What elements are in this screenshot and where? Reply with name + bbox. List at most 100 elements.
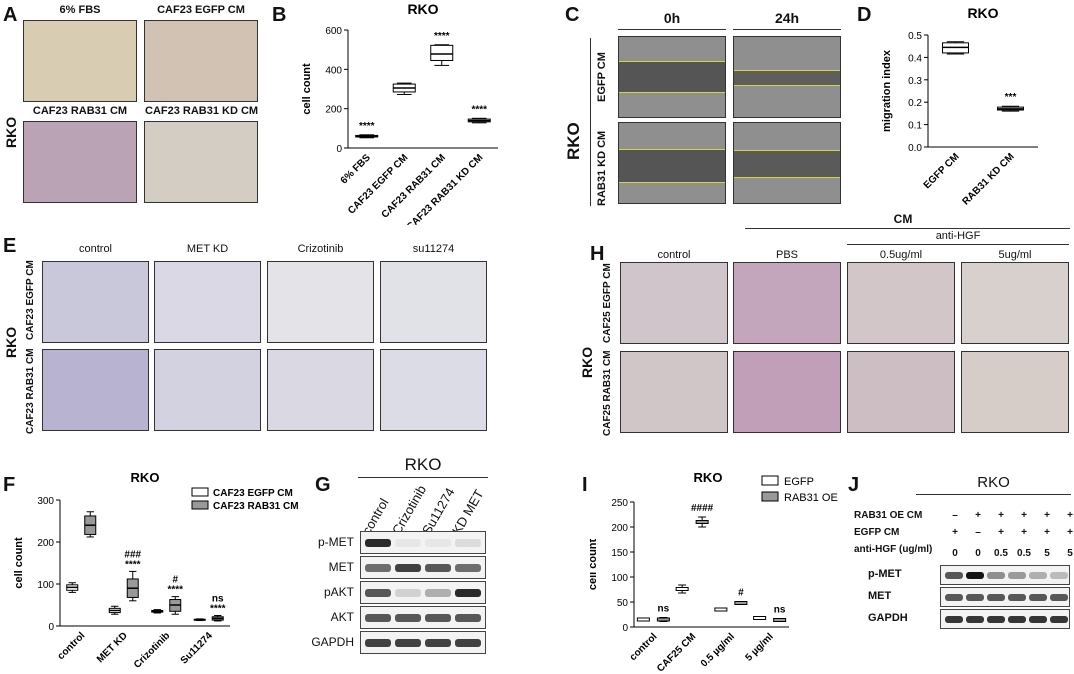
y-tick-label: 0.1 <box>908 121 922 132</box>
blot-band <box>455 564 481 572</box>
blot-label: p-MET <box>318 535 354 549</box>
panel-letter-d: D <box>857 4 872 26</box>
blot-band <box>987 594 1005 601</box>
panel-h-sub-label: anti-HGF <box>935 230 981 242</box>
y-tick-label: 0.3 <box>908 76 922 87</box>
panel-letter-b: B <box>272 4 287 26</box>
panel-e-col-2: Crizotinib <box>297 243 344 255</box>
legend-label: CAF23 EGFP CM <box>213 488 293 499</box>
legend-label: RAB31 OE <box>784 492 838 504</box>
micrograph-e-5 <box>42 349 149 431</box>
blot-strip <box>360 556 486 579</box>
micrograph-a-2: CAF23 EGFP CM <box>144 4 258 102</box>
y-tick-label: 0.0 <box>908 143 922 154</box>
y-tick-label: 0.5 <box>908 31 922 42</box>
condition-value: + <box>998 527 1004 538</box>
condition-value: 5 <box>1044 548 1050 559</box>
y-tick-label: 100 <box>37 580 54 591</box>
micrograph-e-8 <box>380 349 487 431</box>
micrograph-a-3: CAF23 RAB31 CM <box>23 105 137 203</box>
y-tick-label: 0 <box>622 623 628 634</box>
blot-band <box>365 564 391 572</box>
panel-h-col-2: 0.5ug/ml <box>879 249 923 261</box>
panel-h-row-0: CAF25 EGFP CM <box>602 263 613 343</box>
mean-marker <box>773 618 787 622</box>
significance-label: ns <box>774 605 786 616</box>
blot-band <box>1050 572 1068 579</box>
panel-c-row-0: EGFP CM <box>596 52 608 102</box>
panel-j-title: RKO <box>977 474 1010 491</box>
y-axis-label: cell count <box>13 537 25 589</box>
blot-strip <box>940 609 1070 629</box>
panel-h-top-line <box>745 228 1070 229</box>
blot-band <box>365 589 391 597</box>
blot-band <box>395 589 421 597</box>
blot-band <box>945 594 963 601</box>
condition-label: EGFP CM <box>854 527 900 538</box>
blot-band <box>395 639 421 647</box>
blot-band <box>1050 594 1068 601</box>
mean-marker <box>753 616 767 620</box>
condition-value: + <box>1067 510 1073 521</box>
micrograph-a-1-caption: 6% FBS <box>59 4 101 16</box>
condition-label: anti-HGF (ug/ml) <box>854 544 933 555</box>
blot-band <box>945 572 963 579</box>
y-tick-label: 250 <box>611 498 628 509</box>
blot-band <box>1050 616 1068 623</box>
condition-value: + <box>1021 527 1027 538</box>
y-tick-label: 200 <box>611 523 628 534</box>
x-tick-label: control <box>56 630 88 662</box>
micrograph-h-5 <box>620 351 728 433</box>
blot-band <box>966 616 984 623</box>
x-tick-label: RAB31 KD CM <box>961 151 1017 207</box>
blot-label: GAPDH <box>311 635 354 649</box>
x-tick-label: 6% FBS <box>339 152 373 186</box>
micrograph-e-3 <box>267 261 374 343</box>
mean-marker <box>656 617 670 622</box>
chart-title: RKO <box>131 470 160 485</box>
panel-h-col-3: 5ug/ml <box>998 249 1032 261</box>
significance-label: *** <box>1005 92 1017 103</box>
micrograph-h-2 <box>733 262 841 344</box>
condition-value: 0.5 <box>994 548 1008 559</box>
y-tick-label: 100 <box>611 573 628 584</box>
blot-band <box>395 614 421 622</box>
micrograph-h-4 <box>961 262 1069 344</box>
wound-image-c-3 <box>618 122 726 204</box>
mean-marker <box>675 587 689 591</box>
panel-c-time-0: 0h <box>663 10 681 26</box>
x-tick-label: 5 µg/ml <box>743 631 775 663</box>
panel-e-col-3: su11274 <box>412 243 455 255</box>
x-tick-label: CAF23 RAB31 CM <box>380 152 448 220</box>
panel-j-title-line <box>916 494 1071 495</box>
significance-label: # <box>738 588 744 599</box>
significance-label: # <box>172 575 178 586</box>
panel-c-row-1: RAB31 KD CM <box>596 130 608 206</box>
blot-band <box>425 564 451 572</box>
condition-value: + <box>998 510 1004 521</box>
x-tick-label: CAF25 CM <box>655 631 698 672</box>
mean-marker <box>695 520 709 524</box>
y-tick-label: 0.4 <box>908 53 922 64</box>
condition-value: 5 <box>1067 548 1073 559</box>
significance-label: **** <box>359 121 375 132</box>
x-tick-label: EGFP CM <box>922 151 962 191</box>
wound-image-c-1 <box>618 36 726 118</box>
blot-band <box>455 639 481 647</box>
condition-value: – <box>952 510 958 521</box>
chart-title: RKO <box>694 470 723 485</box>
significance-label: **** <box>471 104 487 115</box>
blot-label: MET <box>868 590 892 602</box>
x-tick-label: MET KD <box>95 630 130 665</box>
x-tick-label: control <box>628 631 660 663</box>
micrograph-a-4-caption: CAF23 RAB31 KD CM <box>145 105 259 117</box>
panel-h-sub-line <box>847 244 1069 245</box>
legend-swatch <box>761 475 779 486</box>
blot-band <box>1008 572 1026 579</box>
y-tick-label: 0 <box>336 144 342 155</box>
blot-band <box>945 616 963 623</box>
y-tick-label: 600 <box>325 26 342 37</box>
blot-strip <box>360 606 486 629</box>
blot-band <box>365 614 391 622</box>
